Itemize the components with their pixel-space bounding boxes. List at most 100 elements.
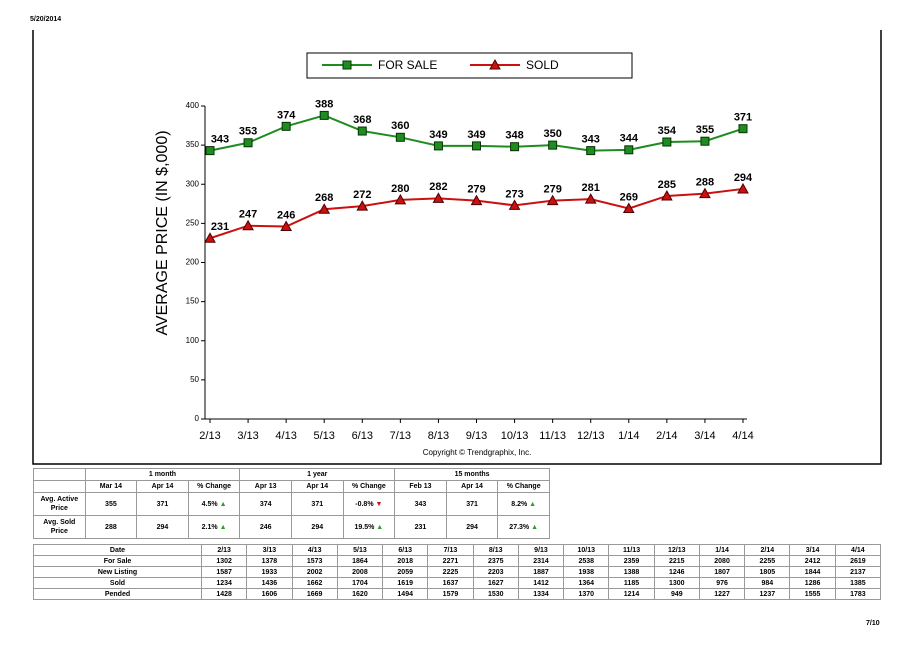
marker xyxy=(280,220,292,232)
marker xyxy=(281,121,291,131)
date-cell: 7/13 xyxy=(427,544,474,556)
copyright: Copyright © Trendgraphix, Inc. xyxy=(423,448,532,457)
data-cell: 1669 xyxy=(291,588,338,600)
value-label: 246 xyxy=(277,209,295,221)
date-cell: 8/13 xyxy=(472,544,519,556)
up-arrow: ▲ xyxy=(527,500,537,508)
value-label: 269 xyxy=(620,191,638,203)
value-label: 354 xyxy=(658,125,677,137)
data-cell: 1412 xyxy=(517,577,565,589)
cell-value: 294 xyxy=(156,523,169,531)
data-cell: 1227 xyxy=(698,588,746,600)
marker xyxy=(432,192,445,203)
cell-value: 374 xyxy=(259,500,272,508)
value-label: 282 xyxy=(429,181,447,193)
data-cell: 976 xyxy=(698,577,746,589)
data-cell: 1606 xyxy=(246,588,293,600)
cell-value: 294 xyxy=(311,523,324,531)
marker xyxy=(470,194,483,206)
data-cell: 1555 xyxy=(789,588,836,600)
data-cell: 2314 xyxy=(517,555,565,567)
summary-cell: 371 xyxy=(445,492,499,516)
data-cell: 2002 xyxy=(291,566,338,578)
marker xyxy=(624,145,634,155)
data-cell: 1627 xyxy=(472,577,519,589)
date-cell: 12/13 xyxy=(653,544,700,556)
cell-value: 8.2% xyxy=(511,500,528,508)
subheader-row: Mar 14 Apr 14% Change Apr 13 Apr 14% Change… xyxy=(33,480,550,493)
summary-cell: 27.3% ▲ xyxy=(497,515,550,539)
date-cell: 4/13 xyxy=(291,544,338,556)
y-tick-label: 50 xyxy=(190,375,199,384)
data-cell: 1494 xyxy=(382,588,429,600)
data-cell: 2619 xyxy=(834,555,882,567)
data-cell: 949 xyxy=(653,588,700,600)
date-cell: 2/13 xyxy=(200,544,248,556)
column-header: Mar 14 xyxy=(84,480,138,493)
cell-value: 355 xyxy=(105,500,117,508)
data-cell: 2080 xyxy=(698,555,746,567)
cell-value: 371 xyxy=(156,500,169,508)
summary-cell: 4.5% ▲ xyxy=(187,492,241,516)
x-tick-label: 1/14 xyxy=(618,430,639,442)
y-tick-label: 400 xyxy=(186,101,200,110)
marker xyxy=(510,142,520,152)
summary-cell: 246 xyxy=(239,515,292,539)
marker xyxy=(662,137,672,147)
summary-cell: 2.1% ▲ xyxy=(187,515,241,539)
cell-value: 371 xyxy=(311,500,324,508)
value-label: 272 xyxy=(353,189,371,201)
date-cell: 2/14 xyxy=(744,544,791,556)
x-tick-label: 6/13 xyxy=(352,430,373,442)
cell-value: 246 xyxy=(259,523,272,531)
data-row: Pended 1428 1606 1669 1620 1494 1579 1530 1334 13… xyxy=(33,588,882,600)
value-label: 343 xyxy=(211,134,229,146)
x-tick-label: 5/13 xyxy=(314,430,335,442)
x-tick-label: 8/13 xyxy=(428,430,449,442)
column-header: % Change xyxy=(187,480,241,493)
marker xyxy=(342,60,352,70)
data-cell: 1300 xyxy=(653,577,700,589)
value-label: 371 xyxy=(734,112,752,124)
header-row: 1 month 1 year 15 months xyxy=(33,468,550,481)
y-tick-label: 150 xyxy=(186,297,200,306)
legend-label: FOR SALE xyxy=(378,58,437,72)
data-cell: 1579 xyxy=(427,588,474,600)
data-cell: 1620 xyxy=(336,588,384,600)
date-cell: 3/13 xyxy=(246,544,293,556)
data-cell: 1637 xyxy=(427,577,474,589)
data-cell: 1214 xyxy=(608,588,655,600)
data-cell: 2203 xyxy=(472,566,519,578)
marker xyxy=(699,187,711,199)
data-cell: 1864 xyxy=(336,555,384,567)
marker xyxy=(357,126,367,136)
y-tick-label: 350 xyxy=(186,140,200,149)
summary-table: 1 month 1 year 15 months Mar 14 Apr 14% Chan… xyxy=(33,468,550,539)
marker xyxy=(472,141,481,151)
marker xyxy=(433,141,443,151)
x-tick-label: 7/13 xyxy=(390,430,411,442)
value-label: 344 xyxy=(620,133,639,145)
legend-label: SOLD xyxy=(526,58,559,72)
y-tick-label: 200 xyxy=(186,258,200,267)
data-row: Sold 1234 1436 1662 1704 1619 1637 1627 1412 1364… xyxy=(33,577,882,589)
summary-row: Avg. Active Price 355 371 4.5% ▲ 374 371 -0.8%… xyxy=(33,492,550,516)
up-arrow: ▲ xyxy=(529,523,539,531)
data-cell: 1428 xyxy=(200,588,248,600)
detail-table: Date 2/13 3/13 4/13 5/13 6/13 7/13 8/13 9/13 10/1… xyxy=(33,544,882,600)
cell-value: 231 xyxy=(414,523,427,531)
marker xyxy=(508,199,521,210)
print-date: 5/20/2014 xyxy=(30,16,62,23)
group-header: 15 months xyxy=(394,468,550,481)
column-header: Apr 14 xyxy=(136,480,189,493)
marker xyxy=(584,193,597,204)
row-label: Pended xyxy=(33,588,202,600)
x-tick-label: 12/13 xyxy=(577,430,605,442)
summary-cell: 343 xyxy=(394,492,447,516)
x-tick-label: 2/14 xyxy=(656,430,677,442)
data-cell: 2008 xyxy=(336,566,384,578)
cell-value: 27.3% xyxy=(509,523,530,531)
date-cell: 10/13 xyxy=(563,544,610,556)
x-tick-label: 4/14 xyxy=(732,430,753,442)
marker xyxy=(546,194,559,206)
